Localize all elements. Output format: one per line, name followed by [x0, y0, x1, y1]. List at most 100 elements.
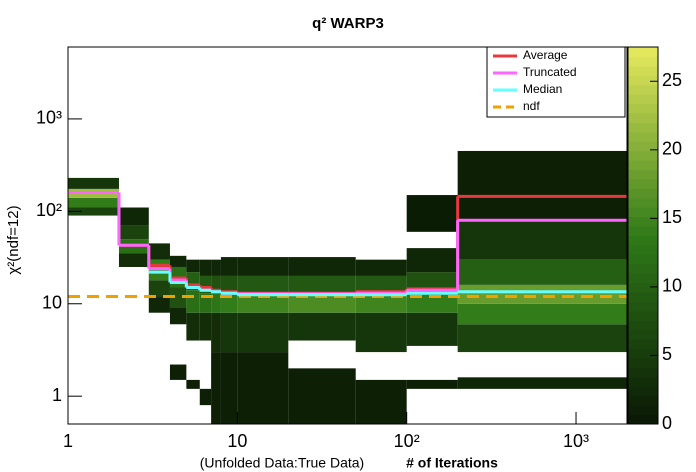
heatmap-cell — [220, 275, 238, 294]
heatmap-cell — [355, 259, 407, 276]
z-tick-label: 5 — [662, 344, 672, 364]
x-tick-label: 1 — [63, 431, 73, 451]
y-tick-label: 10³ — [36, 108, 62, 128]
heatmap-cell — [406, 293, 458, 313]
heatmap-cell — [220, 352, 238, 424]
heatmap-cell — [199, 259, 212, 276]
heatmap-cell — [355, 293, 407, 313]
heatmap-cell — [355, 312, 407, 353]
colorbar-band — [628, 84, 658, 95]
y-tick-label: 10² — [36, 200, 62, 220]
colorbar-band — [628, 169, 658, 180]
heatmap-cell — [288, 293, 356, 313]
heatmap-cell — [68, 197, 119, 208]
legend-label: Median — [523, 82, 562, 96]
colorbar-band — [628, 122, 658, 133]
x-axis-label-bold: # of Iterations — [406, 455, 498, 471]
heatmap-cell — [457, 220, 627, 260]
heatmap-cell — [237, 293, 289, 313]
colorbar-band — [628, 254, 658, 265]
heatmap-cell — [148, 243, 170, 260]
z-tick-label: 20 — [662, 139, 682, 159]
colorbar-band — [628, 263, 658, 274]
heatmap-cell — [169, 255, 187, 267]
colorbar-band — [628, 348, 658, 359]
heatmap-cell — [186, 379, 200, 389]
heatmap-cell — [211, 312, 221, 353]
x-tick-label: 10² — [394, 431, 420, 451]
colorbar-band — [628, 301, 658, 312]
heatmap-cell — [457, 303, 627, 325]
heatmap-cell — [406, 195, 458, 232]
colorbar-band — [628, 47, 658, 57]
colorbar-band — [628, 94, 658, 105]
heatmap-cell — [288, 257, 356, 276]
heatmap-cell — [148, 296, 170, 313]
legend-label: Average — [523, 48, 568, 62]
legend-label: Truncated — [523, 65, 577, 79]
legend-box — [486, 46, 626, 118]
colorbar-band — [628, 216, 658, 227]
colorbar-band — [628, 197, 658, 208]
heatmap-cell — [220, 257, 238, 276]
colorbar-band — [628, 329, 658, 340]
heatmap-cell — [148, 280, 170, 297]
heatmap-cell — [211, 259, 221, 276]
colorbar-band — [628, 282, 658, 293]
colorbar-band — [628, 273, 658, 284]
x-tick-label: 10 — [227, 431, 247, 451]
colorbar-band — [628, 367, 658, 378]
heatmap-cell — [406, 312, 458, 346]
colorbar-band — [628, 131, 658, 142]
heatmap-cell — [220, 293, 238, 313]
y-tick-label: 1 — [52, 385, 62, 405]
heatmap-cell — [237, 257, 289, 276]
heatmap-cell — [237, 275, 289, 294]
heatmap-cell — [199, 293, 212, 313]
heatmap-cell — [237, 352, 289, 424]
colorbar-border — [627, 46, 659, 425]
colorbar-band — [628, 395, 658, 406]
colorbar-band — [628, 339, 658, 350]
colorbar-band — [628, 310, 658, 321]
colorbar-band — [628, 56, 658, 67]
colorbar-band — [628, 160, 658, 171]
heatmap-cell — [457, 284, 627, 304]
colorbar-band — [628, 188, 658, 199]
heatmap-cell — [68, 207, 119, 216]
heatmap-cell — [355, 379, 407, 424]
z-tick-label: 25 — [662, 70, 682, 90]
colorbar-band — [628, 226, 658, 236]
colorbar-band — [628, 414, 658, 425]
heatmap-cell — [211, 293, 221, 313]
chart-title: q² WARP3 — [312, 15, 384, 32]
heatmap-cell — [211, 275, 221, 294]
heatmap-cell — [68, 177, 119, 189]
heatmap-cell — [288, 368, 356, 424]
heatmap-cell — [186, 259, 200, 273]
colorbar-band — [628, 141, 658, 152]
colorbar-band — [628, 244, 658, 255]
heatmap-cell — [288, 275, 356, 294]
colorbar-band — [628, 75, 658, 86]
heatmap-cell — [406, 248, 458, 273]
heatmap-cell — [169, 364, 187, 380]
heatmap-cell — [199, 312, 212, 341]
colorbar-band — [628, 178, 658, 189]
heatmap-cell — [199, 388, 212, 406]
colorbar-band — [628, 358, 658, 368]
heatmap-cell — [211, 352, 221, 424]
colorbar-band — [628, 235, 658, 246]
heatmap-cell — [169, 287, 187, 308]
colorbar-band — [628, 292, 658, 302]
heatmap-cell — [457, 150, 627, 221]
y-tick-label: 10 — [42, 293, 62, 313]
legend-label: ndf — [523, 99, 540, 113]
heatmap-cell — [186, 290, 200, 313]
heatmap-cell — [118, 225, 149, 240]
heatmap-cell — [220, 312, 238, 353]
z-tick-label: 15 — [662, 207, 682, 227]
heatmap-cell — [169, 307, 187, 325]
